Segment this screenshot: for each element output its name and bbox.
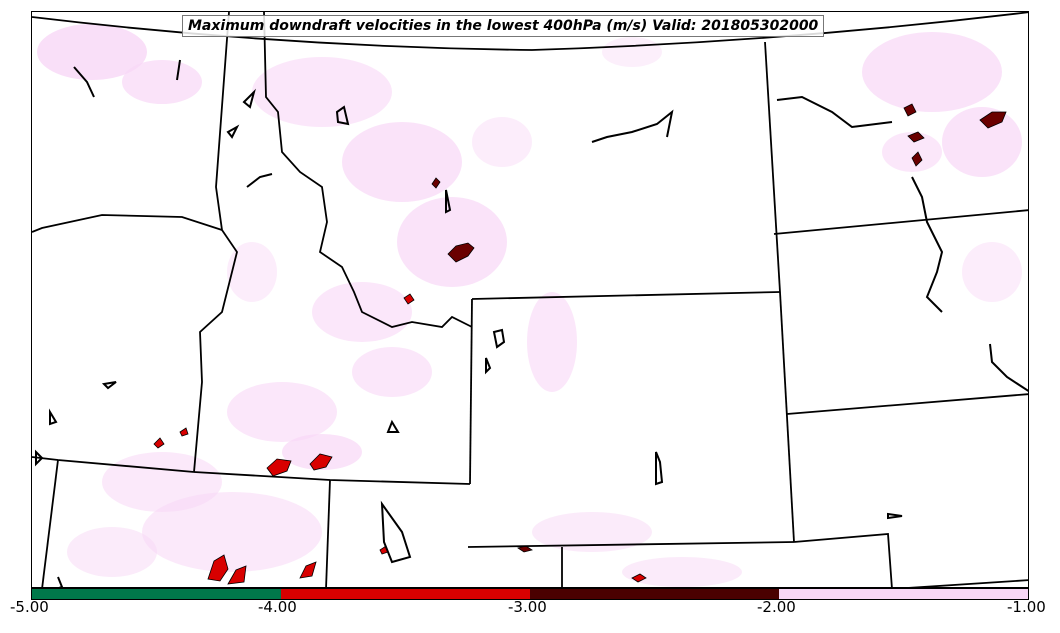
ut-co-wy-border <box>467 541 795 548</box>
state-boundaries <box>32 12 1028 587</box>
patch-dakota-2 <box>903 103 917 117</box>
sd-ne-border <box>786 393 1028 415</box>
patch-nevada-2 <box>309 453 333 471</box>
ca-nv-border <box>41 459 59 587</box>
lake-mt-1 <box>335 105 350 126</box>
lake-or-1 <box>101 381 117 390</box>
id-or-border <box>193 229 238 473</box>
great-salt-lake <box>380 500 412 564</box>
colorbar-segment-4 <box>779 589 1028 599</box>
or-wa-border <box>32 214 223 233</box>
patch-montana <box>431 177 441 189</box>
colorbar-tick-2: -4.00 <box>258 598 297 616</box>
lake-wy-3 <box>655 451 664 486</box>
patch-id-small-2 <box>153 437 165 449</box>
colorbar-tick-5: -1.00 <box>1007 598 1046 616</box>
patch-central-idaho <box>447 242 475 263</box>
id-mt-border <box>263 12 473 328</box>
mt-wy-border <box>471 291 781 300</box>
red-river <box>911 176 944 313</box>
colorbar-segment-1 <box>32 589 281 599</box>
colorbar-tick-3: -3.00 <box>508 598 547 616</box>
dakota-river <box>989 343 1028 392</box>
patch-id-small-3 <box>179 427 189 437</box>
id-nv-ut-border <box>193 471 471 485</box>
lake-ca-1 <box>35 449 44 467</box>
nd-sd-border <box>773 209 1028 235</box>
lake-mt-2 <box>226 124 240 139</box>
patch-utah-3 <box>299 561 317 579</box>
lake-ks-1 <box>887 512 903 520</box>
missouri-river <box>776 95 893 129</box>
ut-nv-border <box>325 479 331 587</box>
wy-border-east <box>779 291 795 543</box>
lake-id-4 <box>445 189 452 214</box>
id-wy-border <box>469 298 473 485</box>
lake-wy-2 <box>485 357 492 375</box>
map-frame <box>31 11 1029 588</box>
colorbar-tick-1: -5.00 <box>10 598 49 616</box>
colorbar <box>31 588 1029 600</box>
patch-dakota-1 <box>979 111 1007 129</box>
patch-utah-2 <box>227 565 247 585</box>
map-canvas <box>32 12 1028 587</box>
lake-nv-1 <box>57 576 64 587</box>
river-id-1 <box>73 66 95 98</box>
colorbar-segment-2 <box>281 589 530 599</box>
patch-dakota-3 <box>907 131 925 143</box>
strong-downdraft-patches <box>153 103 1007 585</box>
river-id-2 <box>176 59 181 81</box>
wa-id-border <box>215 12 230 231</box>
patch-nevada-1 <box>266 458 292 477</box>
mt-dakota-border <box>764 41 781 293</box>
patch-utah-1 <box>207 554 229 582</box>
colorbar-segment-3 <box>530 589 779 599</box>
river-id-3 <box>246 173 273 188</box>
lake-ut-2 <box>386 419 400 433</box>
colorbar-tick-4: -2.00 <box>757 598 796 616</box>
ne-ks-border <box>793 533 893 587</box>
weak-downdraft-field <box>37 24 1022 587</box>
lake-yellowstone <box>492 328 506 349</box>
lake-or-2 <box>49 408 58 426</box>
patch-dakota-4 <box>911 151 923 167</box>
water-features <box>35 59 1028 587</box>
patch-co-small <box>631 573 647 583</box>
river-montana <box>591 109 674 143</box>
map-title: Maximum downdraft velocities in the lowe… <box>182 15 825 37</box>
lake-id-1 <box>242 88 256 109</box>
co-east-border <box>908 579 1028 587</box>
patch-id-small-1 <box>403 293 415 305</box>
